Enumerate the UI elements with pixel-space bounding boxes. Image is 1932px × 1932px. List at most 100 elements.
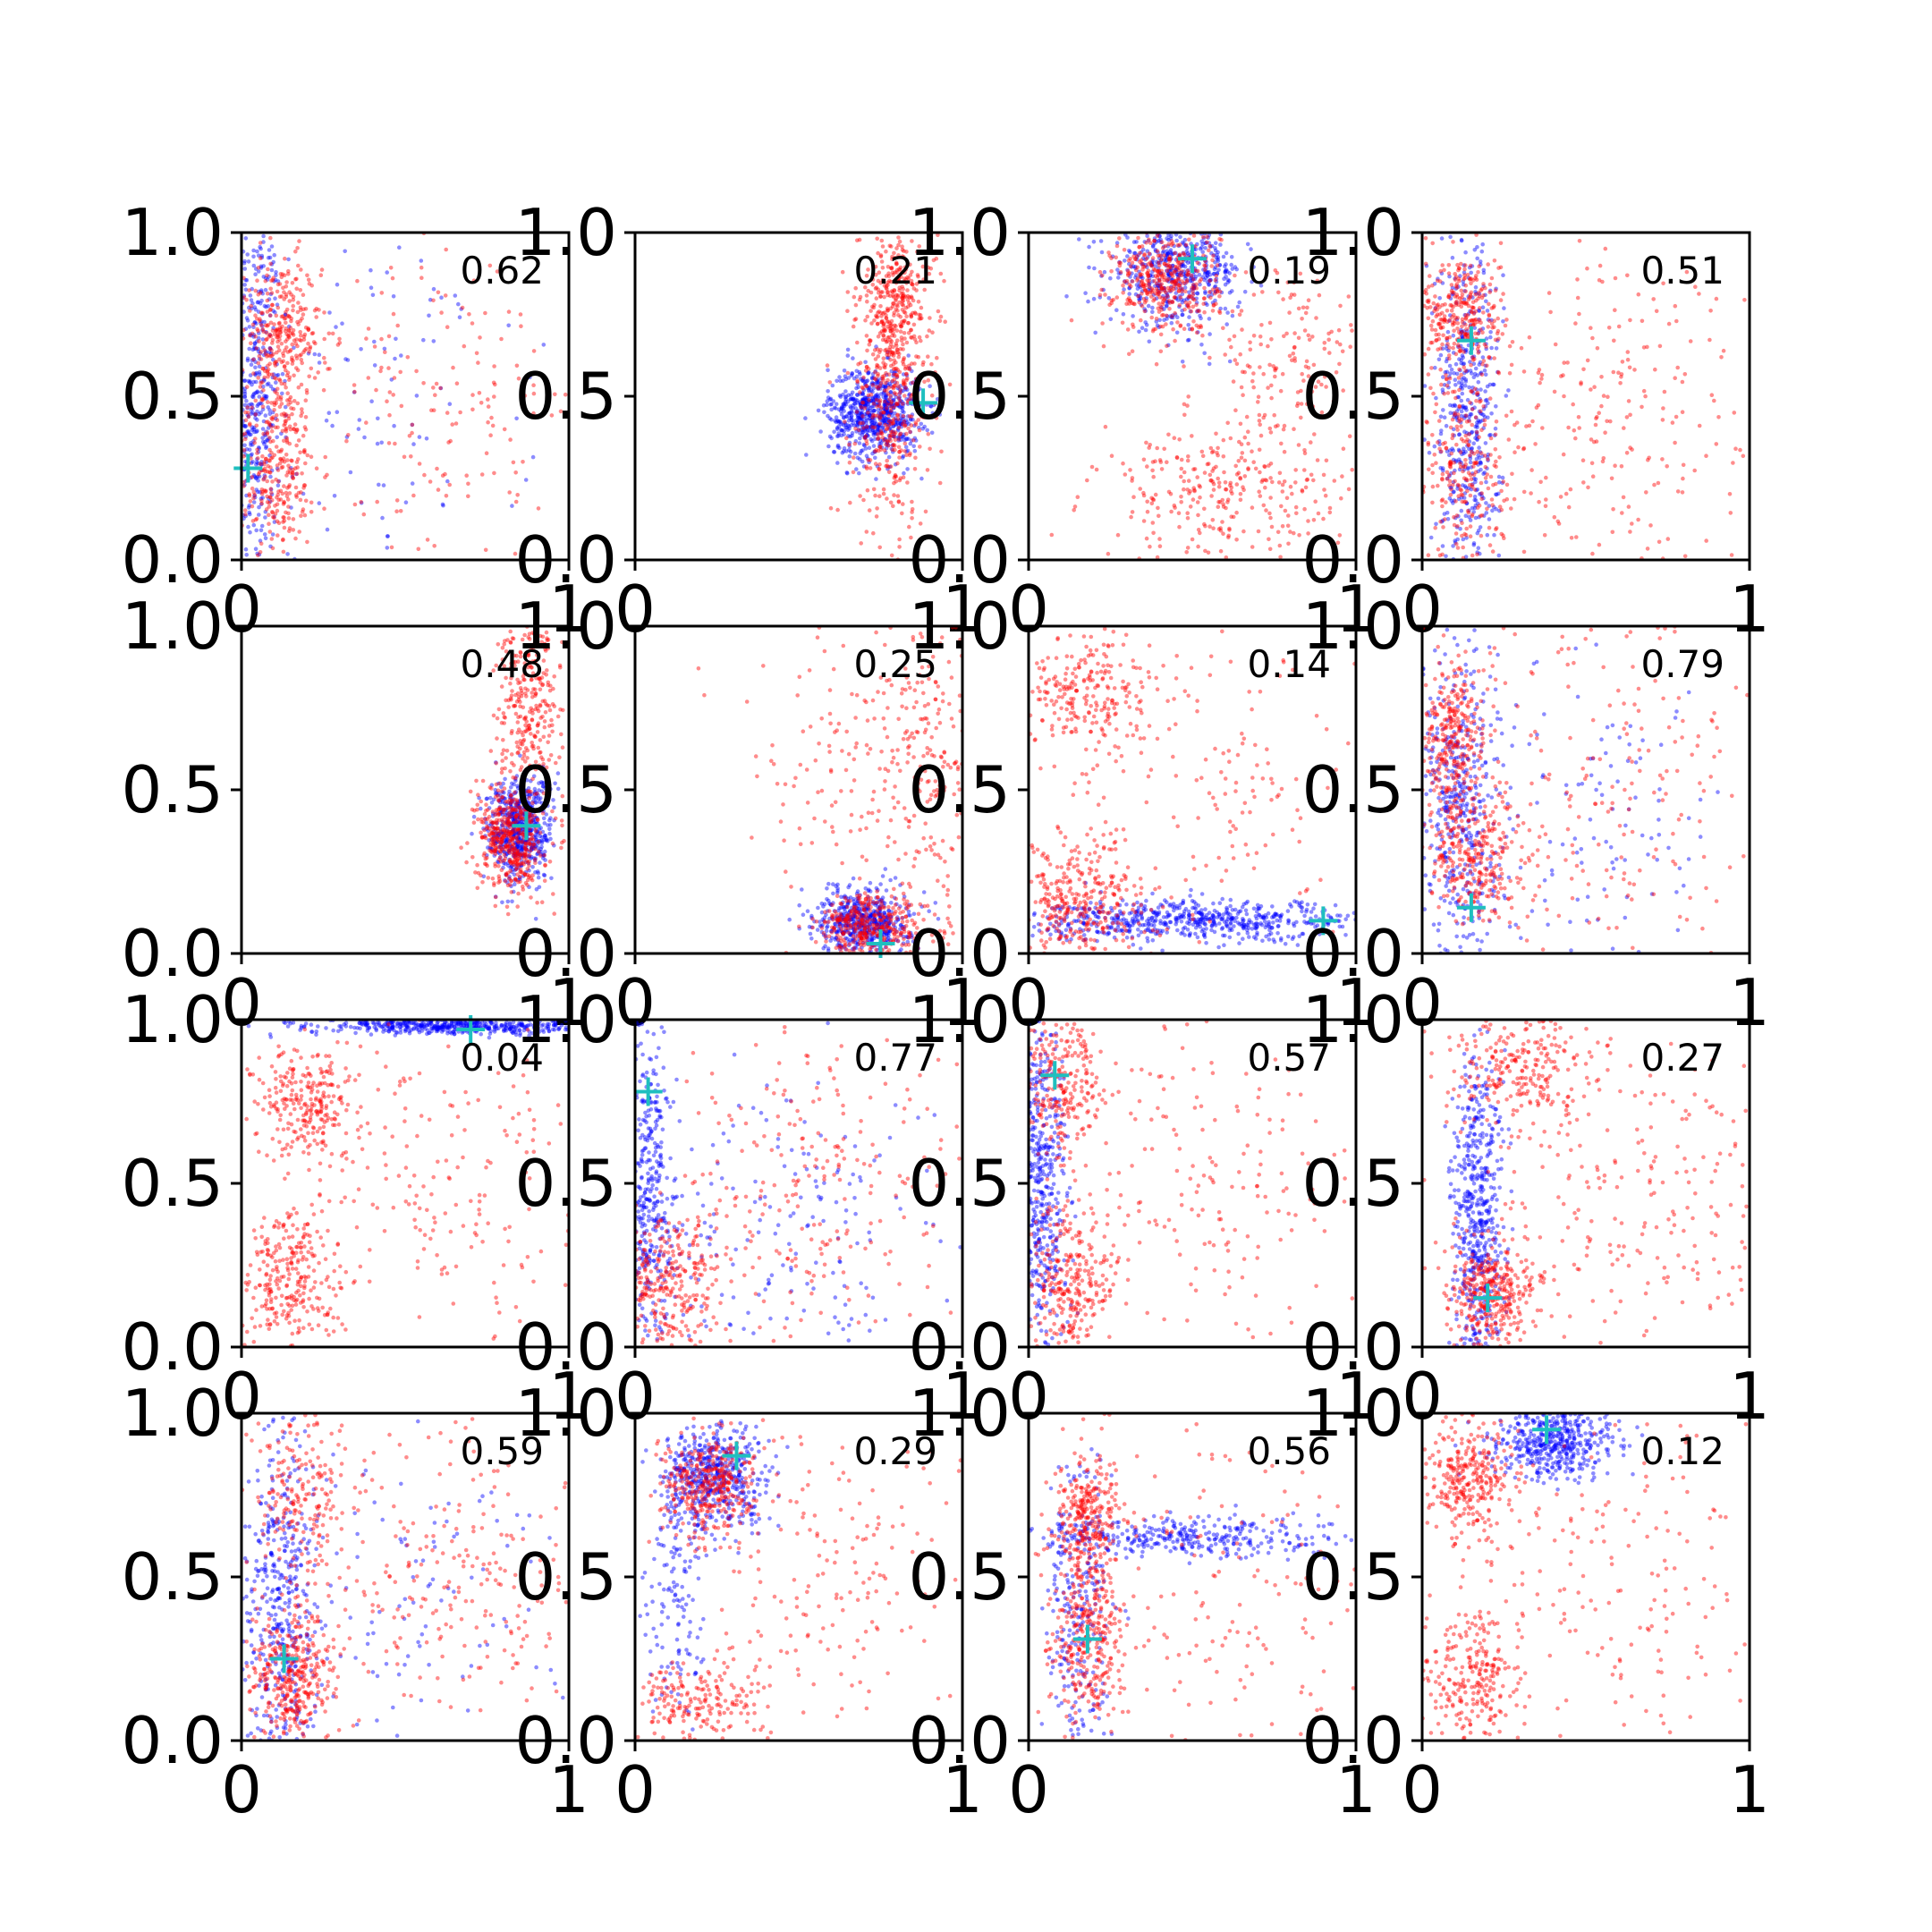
red-point bbox=[270, 341, 275, 345]
red-point bbox=[1509, 506, 1513, 511]
blue-point bbox=[1098, 239, 1104, 243]
blue-point bbox=[886, 467, 890, 471]
blue-point bbox=[1481, 406, 1487, 411]
blue-point bbox=[260, 407, 266, 412]
blue-point bbox=[242, 389, 247, 394]
red-point bbox=[1593, 422, 1598, 428]
red-point bbox=[322, 336, 327, 342]
red-point bbox=[1194, 323, 1199, 328]
red-point bbox=[902, 336, 907, 341]
blue-point bbox=[252, 493, 257, 498]
blue-point bbox=[838, 409, 843, 414]
blue-point bbox=[260, 345, 266, 350]
blue-point bbox=[835, 461, 840, 465]
blue-point bbox=[873, 450, 877, 454]
blue-point bbox=[1464, 536, 1469, 540]
blue-point bbox=[1216, 287, 1221, 292]
red-point bbox=[260, 326, 266, 332]
red-point bbox=[247, 492, 252, 496]
red-point bbox=[916, 274, 920, 279]
blue-point bbox=[1188, 309, 1193, 314]
red-point bbox=[1288, 530, 1292, 534]
blue-point bbox=[1459, 238, 1464, 243]
red-point bbox=[1176, 260, 1181, 266]
red-point bbox=[1448, 465, 1453, 470]
blue-point bbox=[1453, 276, 1457, 281]
red-point bbox=[877, 445, 883, 450]
red-point bbox=[894, 262, 899, 267]
red-point bbox=[1581, 367, 1586, 372]
red-point bbox=[891, 353, 896, 358]
red-point bbox=[1211, 303, 1216, 309]
blue-point bbox=[902, 437, 907, 443]
blue-point bbox=[249, 407, 254, 412]
blue-point bbox=[275, 483, 281, 487]
blue-point bbox=[843, 414, 849, 419]
red-point bbox=[1589, 387, 1593, 392]
blue-point bbox=[873, 402, 877, 407]
blue-point bbox=[267, 248, 272, 252]
red-point bbox=[1430, 462, 1435, 468]
blue-point bbox=[251, 392, 256, 397]
red-point bbox=[284, 368, 288, 373]
red-point bbox=[335, 343, 341, 347]
blue-point bbox=[831, 449, 836, 454]
blue-point bbox=[899, 422, 903, 427]
red-point bbox=[479, 472, 485, 477]
red-point bbox=[904, 377, 909, 383]
red-point bbox=[1142, 253, 1147, 258]
blue-point bbox=[256, 300, 261, 305]
blue-point bbox=[1217, 263, 1222, 267]
blue-point bbox=[855, 401, 860, 405]
red-point bbox=[1463, 462, 1468, 467]
red-point bbox=[301, 335, 307, 339]
red-point bbox=[267, 459, 272, 463]
red-point bbox=[889, 350, 894, 355]
red-point bbox=[1653, 367, 1657, 372]
blue-point bbox=[1144, 323, 1149, 327]
red-point bbox=[876, 371, 880, 377]
red-point bbox=[301, 307, 306, 312]
blue-point bbox=[844, 425, 849, 430]
red-point bbox=[287, 491, 292, 496]
red-point bbox=[1452, 460, 1456, 465]
red-point bbox=[894, 479, 899, 484]
blue-point bbox=[249, 402, 254, 407]
red-point bbox=[1269, 524, 1275, 530]
red-point bbox=[1185, 487, 1190, 492]
blue-point bbox=[887, 411, 892, 417]
red-point bbox=[1430, 500, 1435, 505]
red-point bbox=[1479, 398, 1483, 403]
blue-point bbox=[1451, 490, 1456, 495]
red-point bbox=[1198, 495, 1202, 500]
blue-point bbox=[867, 425, 872, 429]
red-point bbox=[900, 421, 905, 427]
red-point bbox=[489, 415, 494, 420]
red-point bbox=[286, 463, 291, 468]
blue-point bbox=[853, 406, 858, 411]
red-point bbox=[285, 458, 290, 462]
red-point bbox=[1184, 550, 1189, 555]
blue-point bbox=[1157, 325, 1162, 330]
red-point bbox=[886, 335, 892, 340]
blue-point bbox=[861, 377, 866, 381]
blue-point bbox=[1476, 501, 1480, 506]
red-point bbox=[1441, 525, 1445, 530]
red-point bbox=[1221, 531, 1225, 536]
red-point bbox=[1449, 309, 1454, 313]
red-point bbox=[1451, 304, 1455, 309]
blue-point bbox=[250, 347, 256, 352]
red-point bbox=[1226, 535, 1231, 540]
red-point bbox=[279, 447, 284, 453]
blue-point bbox=[892, 434, 897, 439]
red-point bbox=[478, 335, 482, 340]
blue-point bbox=[1140, 289, 1145, 293]
red-point bbox=[267, 521, 271, 526]
red-point bbox=[1138, 250, 1142, 256]
red-point bbox=[881, 487, 886, 492]
blue-point bbox=[274, 380, 278, 386]
blue-point bbox=[1207, 282, 1211, 287]
blue-point bbox=[882, 419, 887, 424]
blue-point bbox=[1180, 309, 1184, 313]
blue-point bbox=[1494, 492, 1498, 497]
